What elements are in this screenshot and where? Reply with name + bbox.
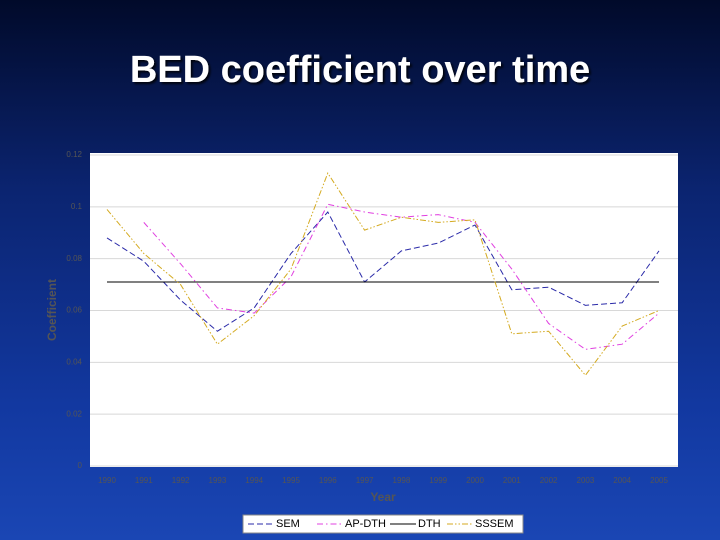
legend-label: DTH <box>418 518 441 530</box>
x-tick-label: 1995 <box>282 476 300 485</box>
x-tick-label: 2004 <box>613 476 631 485</box>
y-tick-label: 0.08 <box>66 254 82 263</box>
y-tick-label: 0.12 <box>66 150 82 159</box>
x-tick-label: 2002 <box>540 476 558 485</box>
x-tick-label: 1993 <box>209 476 227 485</box>
x-tick-label: 2003 <box>577 476 595 485</box>
legend-label: AP-DTH <box>345 518 386 530</box>
x-axis-label: Year <box>370 490 396 504</box>
series-line <box>106 172 660 377</box>
slide-title: BED coefficient over time <box>130 49 590 91</box>
x-tick-label: 2000 <box>466 476 484 485</box>
y-tick-label: 0 <box>78 461 83 470</box>
x-tick-label: 1994 <box>245 476 263 485</box>
x-tick-label: 1997 <box>356 476 374 485</box>
x-tick-label: 1998 <box>393 476 411 485</box>
series-line <box>143 203 660 350</box>
x-tick-label: 1999 <box>429 476 447 485</box>
y-tick-label: 0.1 <box>71 202 83 211</box>
y-tick-label: 0.02 <box>66 409 82 418</box>
series-line <box>106 211 660 332</box>
legend-label: SEM <box>276 518 300 530</box>
legend-box <box>242 514 524 534</box>
y-tick-label: 0.04 <box>66 357 82 366</box>
y-tick-label: 0.06 <box>66 306 82 315</box>
legend-label: SSSEM <box>475 518 514 530</box>
x-tick-label: 2001 <box>503 476 521 485</box>
x-tick-label: 1992 <box>172 476 190 485</box>
x-tick-label: 1996 <box>319 476 337 485</box>
x-tick-label: 2005 <box>650 476 668 485</box>
x-tick-label: 1990 <box>98 476 116 485</box>
x-tick-label: 1991 <box>135 476 153 485</box>
y-axis-label: Coefficient <box>45 279 59 341</box>
